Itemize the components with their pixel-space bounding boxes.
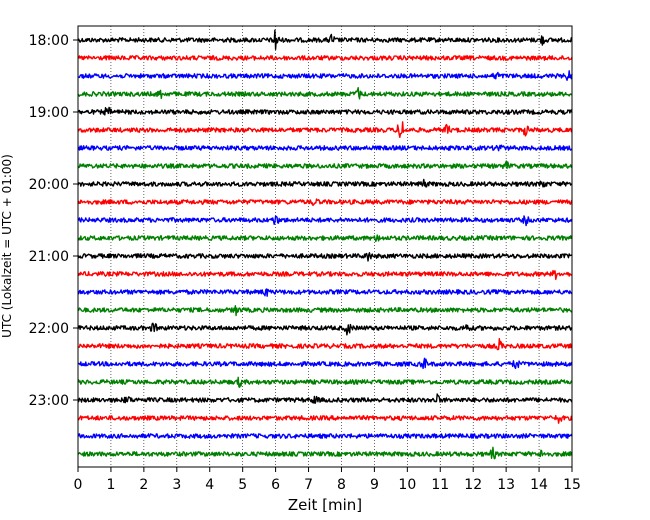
trace-line <box>77 433 573 439</box>
x-tick-label: 4 <box>205 477 214 493</box>
y-tick-label: 18:00 <box>29 33 69 49</box>
trace-line <box>77 55 573 61</box>
x-tick-label: 2 <box>139 477 148 493</box>
x-tick-label: 6 <box>271 477 280 493</box>
trace-line <box>77 121 573 139</box>
trace-line <box>77 357 573 370</box>
x-tick-label: 13 <box>497 477 515 493</box>
trace-line <box>77 269 573 281</box>
x-tick-label: 14 <box>530 477 548 493</box>
x-tick-label: 12 <box>464 477 482 493</box>
traces <box>77 29 573 460</box>
trace-line <box>77 70 573 81</box>
trace-line <box>77 178 573 188</box>
trace-line <box>77 414 573 424</box>
trace-line <box>77 393 573 405</box>
x-tick-label: 3 <box>172 477 181 493</box>
y-tick-label: 21:00 <box>29 249 69 265</box>
x-tick-label: 7 <box>304 477 313 493</box>
trace-line <box>77 198 573 207</box>
x-tick-label: 8 <box>337 477 346 493</box>
x-tick-label: 15 <box>563 477 581 493</box>
x-axis-title: Zeit [min] <box>288 496 362 514</box>
y-tick-label: 20:00 <box>29 177 69 193</box>
y-axis-title: UTC (Lokalzeit = UTC + 01:00) <box>0 154 14 338</box>
trace-line <box>77 446 573 460</box>
trace-line <box>77 144 573 152</box>
trace-line <box>77 376 573 388</box>
trace-line <box>77 29 573 50</box>
trace-line <box>77 87 573 100</box>
trace-line <box>77 288 573 297</box>
x-tick-label: 9 <box>370 477 379 493</box>
y-tick-label: 22:00 <box>29 321 69 337</box>
x-tick-label: 5 <box>238 477 247 493</box>
trace-line <box>77 252 573 262</box>
trace-line <box>77 106 573 116</box>
x-tick-label: 1 <box>106 477 115 493</box>
trace-line <box>77 160 573 170</box>
x-axis: 0 1 2 3 4 5 6 7 8 9 10 11 12 13 14 15 <box>74 467 581 493</box>
x-tick-label: 0 <box>74 477 83 493</box>
y-tick-label: 23:00 <box>29 393 69 409</box>
x-tick-label: 10 <box>398 477 416 493</box>
trace-line <box>77 337 573 351</box>
trace-line <box>77 234 573 243</box>
trace-line <box>77 305 573 317</box>
plot-frame <box>77 25 573 468</box>
x-tick-label: 11 <box>431 477 449 493</box>
y-tick-label: 19:00 <box>29 105 69 121</box>
y-axis: 18:00 19:00 20:00 21:00 22:00 23:00 <box>29 33 78 409</box>
trace-line <box>77 322 573 336</box>
trace-line <box>77 215 573 227</box>
